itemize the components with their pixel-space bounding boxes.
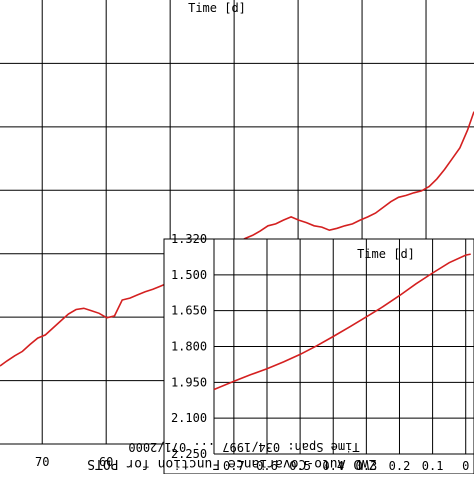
inset-x-tick-label: 0.4	[322, 459, 344, 473]
inset-x-tick-label: 0.3	[356, 459, 378, 473]
inset-y-tick-label: 2.250	[171, 447, 207, 461]
main-x-axis-label: Time [d]	[188, 1, 246, 15]
inset-x-tick-label: 0.5	[289, 459, 311, 473]
inset-x-tick-labels: 0 0.1 0.2 0.3 0.4 0.5 0.6 0.7	[223, 459, 469, 473]
inset-background	[163, 238, 474, 475]
main-x-tick-label: 60	[99, 455, 113, 469]
inset-x-tick-label: 0	[462, 459, 469, 473]
inset-series-line	[213, 253, 471, 391]
inset-series	[213, 253, 471, 391]
inset-y-tick-label: 1.800	[171, 340, 207, 354]
inset-y-tick-label: 1.320	[171, 232, 207, 246]
inset-y-tick-label: 2.100	[171, 411, 207, 425]
inset-x-tick-label: 0.6	[256, 459, 278, 473]
inset-y-tick-label: 1.500	[171, 268, 207, 282]
inset-chart: 00.10.20.30.40.50.60.7 1.3201.5001.6501.…	[163, 232, 474, 475]
inset-y-tick-label: 1.650	[171, 304, 207, 318]
caption-time-span: Time Span: 034/1997 ... 071/2000	[128, 440, 359, 454]
inset-x-tick-label: 0.2	[389, 459, 411, 473]
inset-grid	[213, 239, 474, 455]
inset-x-axis-label: Time [d]	[357, 247, 415, 261]
inset-x-tick-label: 0.1	[422, 459, 444, 473]
inset-y-tick-label: 1.950	[171, 375, 207, 389]
inset-x-tick-label: 0.7	[223, 459, 245, 473]
main-x-tick-label: 70	[35, 455, 49, 469]
inset-y-tick-labels: 1.320 1.500 1.650 1.800 1.950 2.100 2.250	[171, 232, 207, 461]
caption-title: ZWD Auto-Covariance Function for POTS	[87, 456, 377, 471]
